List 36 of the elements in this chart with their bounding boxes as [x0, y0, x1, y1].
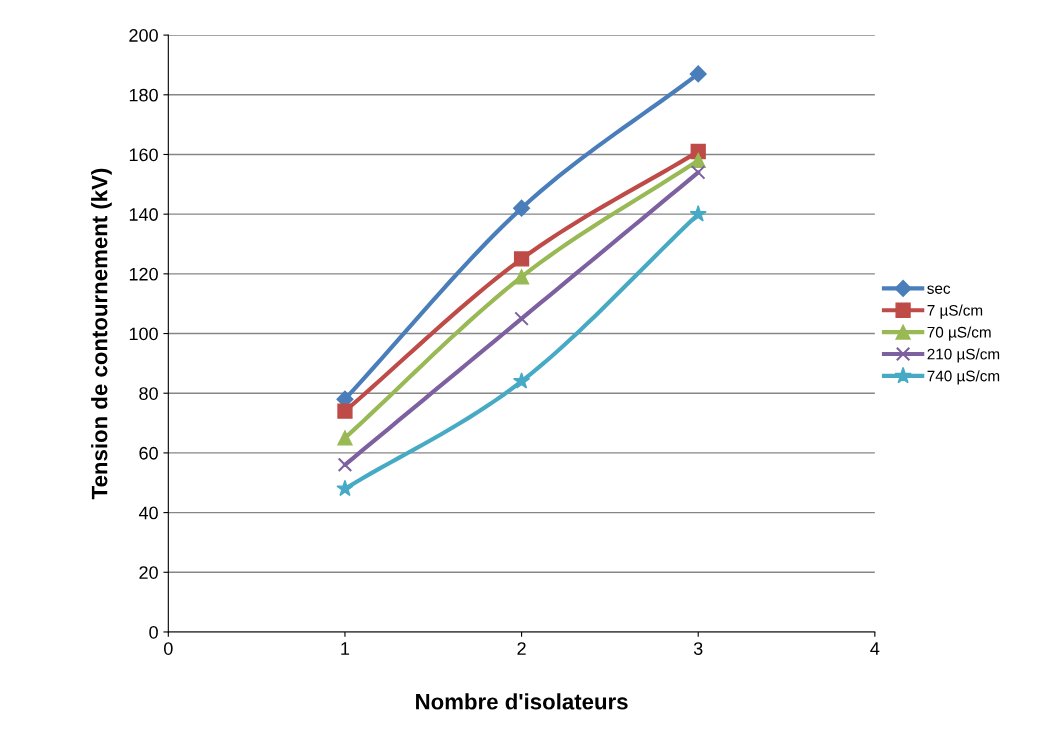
- y-tick-label: 0: [149, 625, 158, 639]
- x-tick-label: 2: [517, 642, 526, 655]
- point: [336, 479, 354, 497]
- point: [690, 165, 706, 180]
- y-tick-label: 100: [129, 327, 158, 341]
- legend-label: sec: [927, 285, 951, 294]
- point: [337, 457, 353, 473]
- x-tick-label: 4: [870, 642, 880, 655]
- point: [337, 430, 353, 446]
- y-tick-label: 60: [139, 446, 158, 460]
- x-tick-label: 3: [693, 642, 703, 655]
- y-tick-label: 200: [129, 29, 158, 42]
- y-tick-label: 80: [139, 387, 158, 400]
- y-tick-label: 120: [129, 267, 158, 281]
- point: [512, 372, 531, 389]
- legend-label: 210 µS/cm: [927, 348, 1000, 363]
- x-tick-label: 1: [341, 642, 350, 655]
- point: [689, 65, 707, 83]
- point: [690, 152, 706, 169]
- point: [689, 205, 707, 222]
- point: [337, 403, 353, 419]
- y-tick-label: 160: [129, 148, 158, 162]
- point: [513, 251, 530, 267]
- x-tick-label: 0: [164, 642, 173, 655]
- y-axis-title: Tension de contournement (kV): [91, 168, 112, 500]
- y-tick-label: 40: [138, 506, 158, 520]
- y-tick-label: 20: [139, 566, 158, 579]
- y-tick-label: 180: [129, 88, 158, 102]
- point: [513, 199, 531, 217]
- point: [514, 311, 529, 326]
- point: [513, 269, 530, 285]
- x-axis-title: Nombre d'isolateurs: [416, 693, 628, 710]
- legend-label: 7 µS/cm: [927, 304, 983, 319]
- legend-label: 740 µS/cm: [927, 370, 1000, 385]
- legend-label: 70 µS/cm: [927, 326, 991, 341]
- y-tick-label: 140: [129, 208, 158, 221]
